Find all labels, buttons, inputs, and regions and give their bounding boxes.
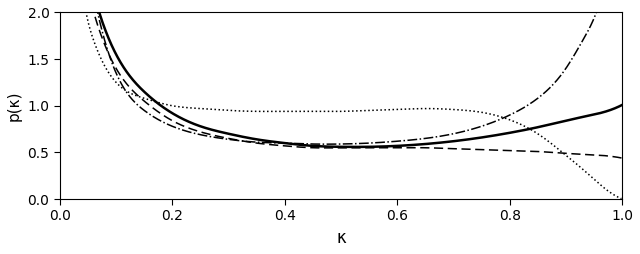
Y-axis label: p(κ): p(κ)	[7, 90, 22, 121]
X-axis label: κ: κ	[336, 229, 346, 247]
